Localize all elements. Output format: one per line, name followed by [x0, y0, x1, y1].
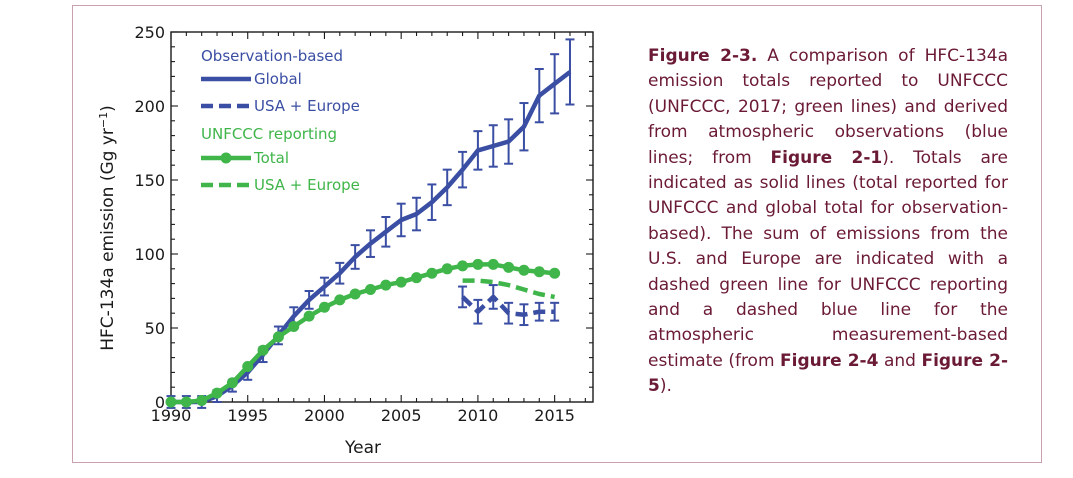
data-point	[549, 267, 561, 279]
series-3	[462, 278, 556, 300]
y-tick-label: 250	[134, 23, 165, 42]
y-axis-label: HFC-134a emission (Gg yr−1)	[97, 105, 118, 351]
data-point	[518, 264, 530, 276]
data-point	[288, 321, 300, 333]
series-0	[166, 38, 575, 409]
data-point	[364, 284, 376, 296]
legend-obs-usa-europe-label: USA + Europe	[254, 97, 360, 115]
data-point	[226, 377, 238, 389]
legend-unfccc-usa-europe-label: USA + Europe	[254, 176, 360, 194]
data-point	[318, 301, 330, 313]
chart-series	[165, 38, 575, 409]
y-tick-label: 0	[155, 393, 165, 412]
x-tick-label: 2000	[304, 406, 345, 425]
data-point	[380, 279, 392, 291]
series-1	[458, 284, 560, 327]
data-point	[533, 266, 545, 278]
x-axis-label: Year	[344, 438, 381, 458]
data-point	[242, 360, 254, 372]
data-point	[272, 331, 284, 343]
legend-global-label: Global	[254, 70, 302, 88]
chart-legend: Observation-based Global USA + Europe UNFCC…	[201, 47, 360, 194]
legend-total-marker	[220, 152, 232, 164]
figure-caption: Figure 2-3. A comparison of HFC-134a emi…	[648, 46, 1008, 397]
data-point	[395, 276, 407, 288]
data-point	[487, 258, 499, 270]
chart-axes: 0 50 100 150 200 250 1990 1995 2000 2005 2010 2015	[134, 23, 594, 425]
figure-frame	[72, 5, 1042, 463]
legend-title-unfccc: UNFCCC reporting	[201, 125, 337, 143]
legend-total-label: Total	[253, 149, 289, 167]
data-point	[426, 267, 438, 279]
data-point	[303, 310, 315, 322]
x-tick-label: 1995	[227, 406, 268, 425]
y-tick-label: 50	[145, 319, 165, 338]
data-point	[180, 396, 192, 408]
data-point	[349, 288, 361, 300]
plot-frame	[170, 31, 594, 403]
data-point	[441, 263, 453, 275]
data-point	[196, 395, 208, 407]
x-tick-label: 1990	[151, 406, 192, 425]
data-point	[503, 261, 515, 273]
series-2	[165, 258, 561, 408]
data-point	[411, 272, 423, 284]
x-tick-label: 2010	[458, 406, 499, 425]
series-line	[461, 294, 555, 317]
data-point	[457, 260, 469, 272]
caption-ref-figure-2-5: Figure 2-5	[648, 350, 1008, 397]
data-point	[257, 344, 269, 356]
y-tick-label: 200	[134, 97, 165, 116]
caption-figure-label: Figure 2-3.	[648, 46, 758, 66]
y-tick-label: 100	[134, 245, 165, 264]
data-point	[334, 294, 346, 306]
series-line	[462, 278, 556, 300]
caption-ref-figure-2-1: Figure 2-1	[770, 147, 883, 168]
legend-title-observation: Observation-based	[201, 47, 343, 65]
data-point	[165, 396, 177, 408]
x-tick-label: 2015	[534, 406, 575, 425]
data-point	[472, 258, 484, 270]
y-tick-label: 150	[134, 171, 165, 190]
x-tick-label: 2005	[381, 406, 422, 425]
caption-ref-figure-2-4: Figure 2-4	[780, 350, 879, 371]
data-point	[211, 387, 223, 399]
